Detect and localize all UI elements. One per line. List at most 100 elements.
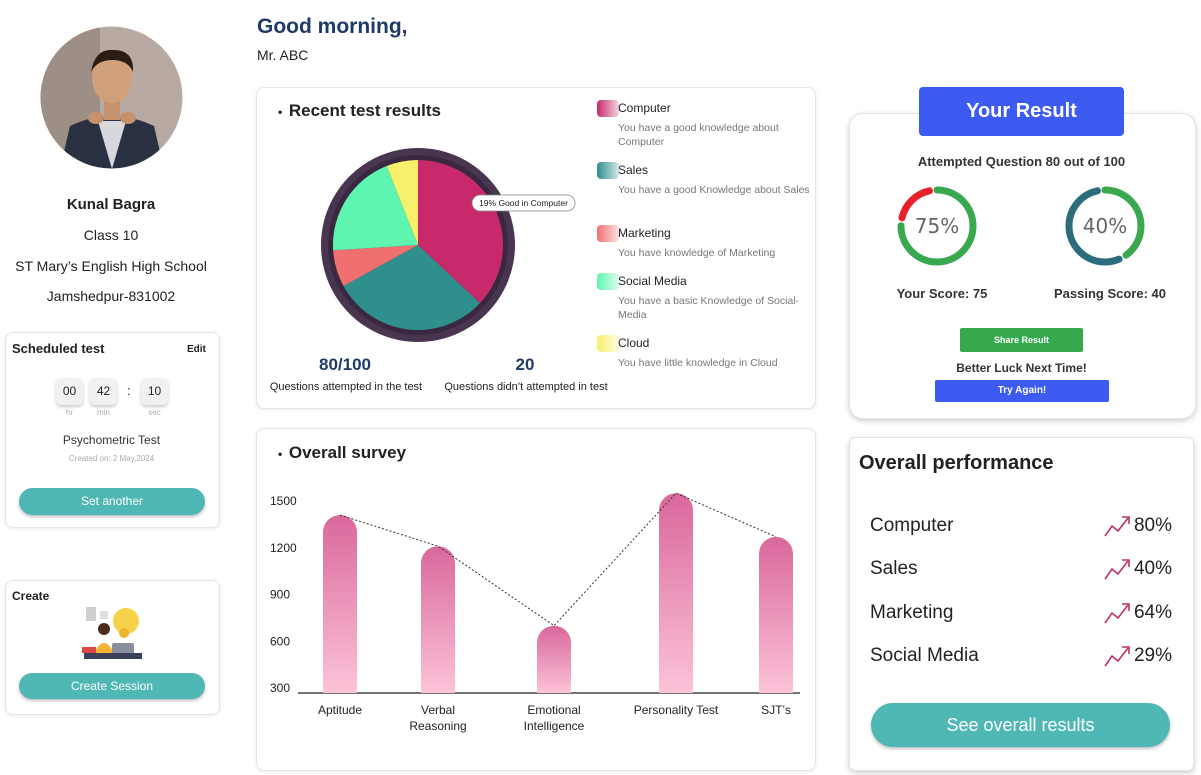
- legend-swatch: [597, 100, 619, 117]
- legend-label: Marketing: [618, 226, 671, 240]
- trend-icon-head: [1122, 559, 1130, 567]
- bar: [421, 546, 455, 693]
- legend-description: You have a good knowledge about Computer: [618, 122, 779, 148]
- legend-label: Sales: [618, 163, 649, 177]
- profile-class: Class 10: [83, 227, 139, 243]
- trend-icon: [1104, 560, 1129, 580]
- timer-hours: 00: [56, 378, 83, 405]
- result-card: [849, 113, 1196, 419]
- illustration: [82, 607, 142, 659]
- timer-unit: sec: [148, 408, 161, 417]
- profile-name: Kunal Bagra: [66, 196, 156, 213]
- score-caption: Passing Score: 40: [1054, 286, 1166, 301]
- pie-slice: [343, 245, 480, 330]
- performance-percent: 80%: [1133, 515, 1172, 536]
- trend-icon-head: [1122, 646, 1130, 654]
- timer-separator: :: [127, 383, 131, 398]
- stat-label: Questions attempted in the test: [269, 381, 423, 393]
- bar: [659, 493, 693, 693]
- attempted-text: Attempted Question 80 out of 100: [917, 154, 1126, 169]
- stat-value: 20: [515, 355, 535, 374]
- performance-name: Computer: [870, 515, 954, 536]
- legend-swatch: [597, 225, 619, 242]
- x-tick-label: SJT’s: [761, 703, 791, 717]
- timer-minutes: 42: [90, 378, 117, 405]
- legend-description: You have a basic Knowledge of Social-Med…: [618, 295, 800, 321]
- gauge-label: 75%: [915, 214, 959, 238]
- legend-description: You have little knowledge in Cloud: [618, 357, 778, 369]
- bar: [323, 515, 357, 693]
- legend-swatch: [597, 335, 619, 352]
- share-button[interactable]: Share Result: [960, 328, 1083, 352]
- card-title: Create: [12, 589, 50, 603]
- trend-line: [339, 492, 777, 627]
- tooltip-box: [471, 194, 576, 212]
- user-name: Mr. ABC: [257, 47, 309, 63]
- set-another-button[interactable]: Set another: [19, 488, 205, 515]
- pie-slice: [333, 165, 418, 251]
- gauge-arc: [1065, 186, 1145, 266]
- legend-description: You have knowledge of Marketing: [618, 247, 776, 259]
- x-tick-label: Verbal Reasoning: [409, 703, 467, 733]
- see-results-button[interactable]: See overall results: [871, 703, 1170, 747]
- tooltip-text: 19% Good in Computer: [479, 198, 568, 208]
- card-title: • Recent test results: [278, 101, 441, 120]
- trend-icon: [1104, 647, 1129, 667]
- stat-label: Questions didn’t attempted in test: [444, 381, 608, 393]
- y-tick-label: 1200: [270, 541, 297, 555]
- avatar: [40, 26, 183, 169]
- card-title: • Overall survey: [278, 443, 407, 462]
- performance-percent: 29%: [1133, 645, 1172, 666]
- legend-label: Social Media: [618, 274, 687, 288]
- bar: [759, 536, 793, 693]
- trend-icon: [1104, 517, 1129, 537]
- score-caption: Your Score: 75: [896, 286, 988, 301]
- performance-percent: 40%: [1133, 558, 1172, 579]
- bar-title: Overall survey: [288, 443, 407, 462]
- pie-title: Recent test results: [288, 101, 441, 120]
- y-tick-label: 600: [270, 634, 290, 648]
- card-title: Scheduled test: [12, 341, 105, 356]
- result-message: Better Luck Next Time!: [956, 361, 1087, 375]
- timer-seconds: 10: [141, 378, 168, 405]
- profile-school: ST Mary’s English High School: [15, 258, 207, 274]
- trend-icon-head: [1122, 516, 1130, 524]
- greeting: Good morning,: [257, 15, 408, 38]
- gauge-remainder: [1065, 186, 1145, 266]
- pie-slice: [333, 245, 418, 286]
- y-tick-label: 1500: [270, 494, 297, 508]
- legend-description: You have a good Knowledge about Sales: [618, 184, 810, 196]
- performance-name: Sales: [870, 558, 918, 579]
- performance-name: Marketing: [870, 602, 954, 623]
- x-tick-label: Aptitude: [317, 703, 363, 717]
- gauge-arc: [897, 186, 977, 266]
- pie-slice: [386, 160, 418, 245]
- trend-icon-head: [1122, 603, 1130, 611]
- timer-unit: min: [97, 408, 110, 417]
- bar: [537, 625, 571, 693]
- trend-icon: [1104, 604, 1129, 624]
- timer-unit: hr: [65, 408, 74, 417]
- retry-button[interactable]: Try Again!: [935, 380, 1109, 402]
- y-tick-label: 300: [270, 681, 290, 695]
- gauge-label: 40%: [1083, 214, 1127, 238]
- performance-title: Overall performance: [859, 452, 1054, 474]
- result-title: Your Result: [919, 87, 1124, 136]
- profile-location: Jamshedpur-831002: [46, 288, 176, 304]
- create-session-button[interactable]: Create Session: [19, 673, 205, 699]
- x-tick-label: Emotional Intelligence: [523, 703, 585, 733]
- legend-swatch: [597, 273, 619, 290]
- legend-swatch: [597, 162, 619, 179]
- created-date: Created on: 2 May,2024: [68, 454, 155, 463]
- stat-value: 80/100: [319, 355, 371, 374]
- performance-name: Social Media: [870, 645, 979, 666]
- legend-label: Computer: [618, 101, 671, 115]
- performance-percent: 64%: [1133, 602, 1172, 623]
- legend-label: Cloud: [618, 336, 650, 350]
- x-tick-label: Personality Test: [633, 703, 719, 717]
- y-tick-label: 900: [270, 588, 290, 602]
- test-name: Psychometric Test: [62, 433, 161, 447]
- edit-link[interactable]: Edit: [187, 344, 206, 355]
